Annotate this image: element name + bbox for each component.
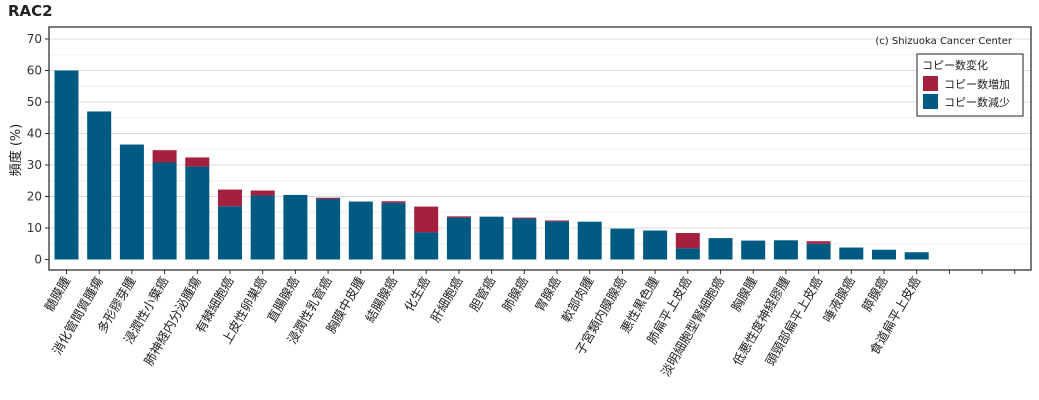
bar-copy-gain [316,197,341,200]
x-tick-label: 胃腺癌 [532,274,564,314]
bar-copy-loss [185,166,210,260]
y-tick-label: 40 [27,127,42,141]
bar-copy-gain [250,190,275,196]
bar-copy-loss [643,230,668,260]
bar-copy-loss [152,162,177,260]
bar-copy-gain [446,216,471,218]
credit-text: (c) Shizuoka Cancer Center [875,36,1013,47]
bar-copy-loss [119,144,144,260]
bar-copy-loss [545,221,569,260]
x-tick-label: 肝細胞癌 [427,274,465,325]
bar-copy-loss [283,194,308,260]
bar-copy-loss [381,202,406,260]
bar-copy-loss [610,228,635,260]
legend-label-gain: コピー数増加 [944,78,1010,91]
bar-copy-loss [512,218,537,260]
bar-copy-gain [806,241,831,244]
bar-copy-gain [545,220,569,222]
y-axis-title: 頻度 (%) [8,124,24,177]
chart-title: RAC2 [8,2,53,20]
legend-swatch-gain [923,76,938,91]
bar-copy-loss [348,201,373,260]
bar-copy-loss [773,240,798,260]
legend-label-loss: コピー数減少 [944,95,1010,109]
y-tick-label: 70 [27,32,42,46]
bar-copy-loss [446,217,471,260]
x-tick-label: 肺腺癌 [499,274,531,314]
bar-copy-gain [512,217,537,219]
y-tick-label: 30 [27,158,42,172]
x-tick-label: 化生癌 [401,274,433,314]
bar-copy-loss [54,70,79,260]
y-tick-label: 10 [27,221,42,235]
bar-copy-loss [872,249,896,260]
legend-swatch-loss [923,94,938,109]
bar-copy-gain [218,189,242,207]
x-tick-label: 唾液腺癌 [820,274,858,325]
x-tick-label: 結腸腺癌 [362,274,400,325]
plot-frame [48,26,1032,271]
y-tick-label: 60 [27,64,42,78]
bar-copy-loss [806,243,831,260]
bar-copy-loss [675,248,700,260]
bar-copy-gain [381,201,406,203]
bar-copy-loss [577,221,602,260]
y-tick-label: 50 [27,95,42,109]
bar-copy-loss [250,195,275,260]
bar-copy-gain [152,150,177,163]
x-tick-label: 髄膜腫 [41,274,73,314]
x-tick-label: 胆管癌 [466,274,498,314]
bar-copy-loss [218,206,242,260]
bar-copy-loss [839,247,864,260]
bar-copy-loss [904,252,929,260]
x-tick-label: 膵腺癌 [859,274,891,314]
bar-copy-loss [316,199,341,260]
x-tick-label: 胸腺腫 [728,274,760,314]
bar-copy-loss [87,111,112,260]
bar-copy-gain [414,206,439,233]
bar-copy-loss [414,232,439,260]
bar-copy-gain [185,157,210,167]
y-tick-label: 20 [27,190,42,204]
bar-copy-loss [741,240,766,260]
bar-copy-gain [675,233,700,249]
bar-copy-loss [479,216,504,260]
y-tick-label: 0 [34,253,42,267]
legend-title: コピー数変化 [922,58,988,72]
bar-copy-loss [708,238,733,260]
